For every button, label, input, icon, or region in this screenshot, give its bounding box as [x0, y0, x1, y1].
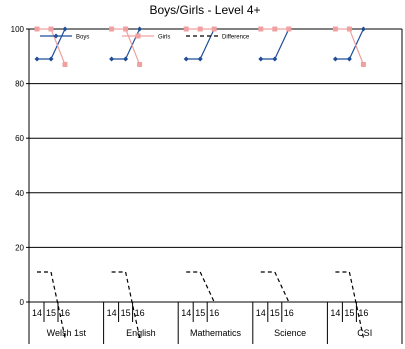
data-point — [258, 26, 264, 32]
data-point — [360, 61, 366, 67]
data-point — [183, 26, 189, 32]
data-point — [48, 26, 54, 32]
group-label: Mathematics — [190, 328, 242, 338]
x-tick-label: 14 — [256, 308, 266, 318]
data-point — [332, 26, 338, 32]
legend-label: Girls — [158, 35, 170, 41]
data-point — [137, 26, 143, 32]
y-tick-label: 40 — [15, 189, 24, 198]
chart-title: Boys/Girls - Level 4+ — [149, 3, 260, 17]
data-point — [360, 26, 366, 32]
data-point — [137, 61, 143, 67]
data-point — [109, 56, 115, 62]
data-point — [123, 56, 129, 62]
group-label: Science — [274, 328, 306, 338]
data-point — [109, 26, 115, 32]
x-tick-label: 16 — [135, 308, 145, 318]
x-tick-label: 16 — [358, 308, 368, 318]
series-line — [260, 28, 290, 60]
legend-label: Difference — [222, 35, 250, 41]
data-point — [258, 56, 264, 62]
series-line — [186, 28, 215, 60]
series-line — [111, 271, 141, 338]
y-tick-label: 80 — [15, 80, 24, 89]
data-point — [346, 56, 352, 62]
y-tick-label: 60 — [15, 134, 24, 143]
data-point — [183, 56, 189, 62]
data-point — [62, 61, 68, 67]
x-tick-label: 14 — [330, 308, 340, 318]
data-point — [332, 56, 338, 62]
x-tick-label: 15 — [270, 308, 280, 318]
data-point — [346, 26, 352, 32]
series-line — [37, 271, 66, 338]
x-tick-label: 15 — [121, 308, 131, 318]
data-point — [62, 26, 68, 32]
data-point — [272, 56, 278, 62]
data-point — [34, 26, 40, 32]
data-point — [197, 26, 203, 32]
x-tick-label: 14 — [181, 308, 191, 318]
series-line — [260, 271, 290, 303]
data-point — [286, 26, 292, 32]
x-tick-label: 16 — [284, 308, 294, 318]
legend-marker — [135, 33, 141, 39]
data-point — [197, 56, 203, 62]
y-tick-label: 0 — [20, 298, 25, 307]
x-tick-label: 16 — [60, 308, 70, 318]
x-tick-label: 14 — [32, 308, 42, 318]
x-tick-label: 15 — [344, 308, 354, 318]
group-label: English — [126, 328, 156, 338]
x-tick-label: 16 — [209, 308, 219, 318]
data-point — [48, 56, 54, 62]
data-point — [211, 26, 217, 32]
data-point — [272, 26, 278, 32]
x-tick-label: 14 — [107, 308, 117, 318]
plot-area: 0 20 40 60 80 100 14 15 16 Welsh 1st 14 15 16 English… — [11, 25, 403, 344]
y-tick-label: 20 — [15, 243, 24, 252]
group-label: Welsh 1st — [47, 328, 87, 338]
y-tick-label: 100 — [11, 25, 25, 34]
series-line — [186, 271, 215, 303]
data-point — [34, 56, 40, 62]
legend-marker — [53, 33, 59, 39]
series-line — [335, 271, 364, 338]
x-tick-label: 15 — [46, 308, 56, 318]
data-point — [123, 26, 129, 32]
x-tick-label: 15 — [195, 308, 205, 318]
legend-label: Boys — [76, 35, 89, 41]
group-label: CSI — [357, 328, 372, 338]
